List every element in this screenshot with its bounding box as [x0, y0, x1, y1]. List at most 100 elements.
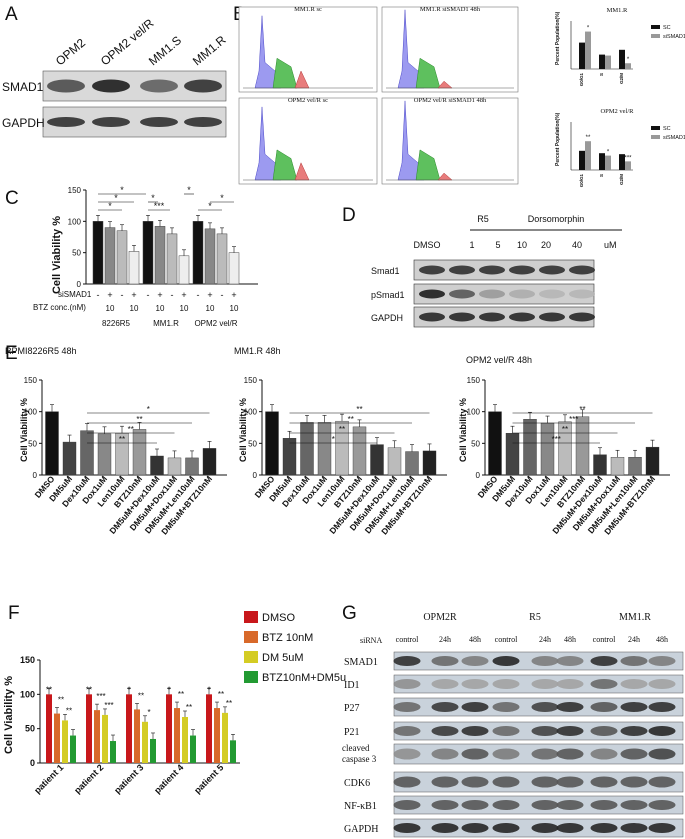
y-axis-label: Percent Population(%) [555, 11, 561, 65]
bar-dm5um-btz10nm [422, 450, 437, 476]
band-p27-5 [531, 702, 559, 712]
significance-mark: ** [348, 415, 354, 424]
lane-label-4: control [495, 635, 518, 644]
legend-label-dm-5um: DM 5uM [262, 652, 304, 664]
sirna-sign: - [221, 290, 224, 300]
sirna-sign: - [197, 290, 200, 300]
y-tick-label: 100 [244, 408, 258, 417]
btz-conc: 10 [106, 304, 115, 313]
legend-swatch-dmso [244, 611, 258, 623]
significance-mark: *** [104, 701, 113, 710]
significance-mark: ** [339, 425, 345, 434]
bar-dm5um-btz10nm [202, 448, 217, 476]
band-smad1-4 [184, 79, 222, 93]
legend-label-btz-10nm: BTZ 10nM [262, 632, 313, 644]
bar-patient-2-btz-10nm [94, 710, 100, 763]
significance-mark: ** [186, 703, 192, 712]
lane-label-8: 24h [628, 635, 640, 644]
band-nf-b1-8 [620, 800, 648, 810]
band-nf-b1-4 [492, 800, 520, 810]
band-p27-6 [556, 702, 584, 712]
bar-patient-3-btz-10nm [134, 709, 140, 763]
panel-label-a: A [5, 4, 18, 25]
row-label-cleaved-caspase-3-line-2: caspase 3 [342, 754, 377, 764]
band-smad1-1 [419, 265, 445, 275]
band-p21-3 [461, 726, 489, 736]
lane-label-2: 24h [439, 635, 451, 644]
row-label-p27: P27 [344, 703, 360, 714]
band-gapdh-6 [569, 312, 595, 322]
btz-conc: 10 [156, 304, 165, 313]
sirna-sign: + [107, 290, 112, 300]
row-label-smad1: SMAD1 [344, 657, 378, 668]
chart-title: MM1.R 48h [234, 346, 281, 356]
panel-label-e: E [5, 343, 18, 364]
significance-mark: * [127, 685, 130, 694]
band-gapdh-9 [648, 823, 676, 833]
lane-label-10: 10 [517, 240, 527, 250]
group-label-8226r5: 8226R5 [102, 319, 131, 328]
row-label-cleaved-caspase-3: cleaved [342, 743, 370, 753]
y-axis-label: Cell Viability % [3, 676, 15, 754]
btz-conc: 10 [206, 304, 215, 313]
lane-label-mm1-s: MM1.S [146, 33, 184, 68]
significance-mark: ** [128, 425, 134, 434]
group-label-patient-2: patient 2 [72, 762, 105, 795]
legend-swatch-sismad1 [651, 34, 660, 38]
y-tick-label: 100 [68, 217, 82, 226]
category-label-s: S [599, 174, 604, 177]
bar-sc-g2-m [619, 154, 625, 170]
panel-label-g: G [342, 603, 357, 624]
bar-mm1-r-2 [154, 226, 166, 285]
band-smad1-9 [648, 656, 676, 666]
legend-label-btz10nm-dm5u: BTZ10nM+DM5u [262, 672, 346, 684]
band-psmad1-1 [419, 289, 445, 299]
bar-dmso [265, 411, 279, 476]
band-cdk6-1 [393, 776, 421, 788]
band-gapdh-1 [419, 312, 445, 322]
significance-mark: ** [46, 685, 52, 694]
band-gapdh-5 [531, 823, 559, 833]
chart-title: MM1.R [607, 7, 628, 14]
band-p27-9 [648, 702, 676, 712]
y-tick-label: 50 [471, 439, 480, 448]
bar-8226r5-4 [128, 251, 140, 285]
panel-label-f: F [8, 603, 20, 624]
band-cleaved-caspase-3-5 [531, 748, 559, 760]
significance-mark: *** [552, 435, 561, 444]
band-nf-b1-9 [648, 800, 676, 810]
y-tick-label: 50 [28, 439, 37, 448]
band-smad1-5 [531, 656, 559, 666]
significance-mark: ** [579, 405, 585, 414]
band-gapdh-6 [556, 823, 584, 833]
band-id1-7 [590, 679, 618, 689]
bar-patient-5-btz10nm-dm5u [230, 740, 236, 763]
sirna-label: siRNA [360, 636, 382, 645]
bar-dmso [45, 411, 59, 476]
bar-btz10nm [575, 416, 590, 476]
band-p21-7 [590, 726, 618, 736]
lane-label-7: control [593, 635, 616, 644]
significance-mark: * [120, 185, 124, 195]
bar-mm1-r-4 [178, 255, 190, 285]
r5-label: R5 [477, 214, 489, 224]
band-psmad1-4 [509, 289, 535, 299]
band-gapdh-2 [92, 117, 130, 127]
band-nf-b1-1 [393, 800, 421, 810]
band-gapdh-2 [449, 312, 475, 322]
y-axis-label: Cell Viability % [238, 398, 248, 462]
bar-sismad1-g2-m [625, 161, 631, 170]
band-p21-8 [620, 726, 648, 736]
y-tick-label: 50 [72, 249, 81, 258]
group-label-patient-3: patient 3 [112, 762, 145, 795]
bar-sc-s [599, 54, 605, 69]
band-cdk6-7 [590, 776, 618, 788]
significance-mark: ** [178, 690, 184, 699]
band-p27-7 [590, 702, 618, 712]
legend-swatch-btz10nm-dm5u [244, 671, 258, 683]
significance-mark: *** [624, 155, 632, 161]
significance-mark: * [208, 201, 212, 211]
chart-title: OPM2 vel/R 48h [466, 355, 532, 365]
band-cleaved-caspase-3-8 [620, 748, 648, 760]
